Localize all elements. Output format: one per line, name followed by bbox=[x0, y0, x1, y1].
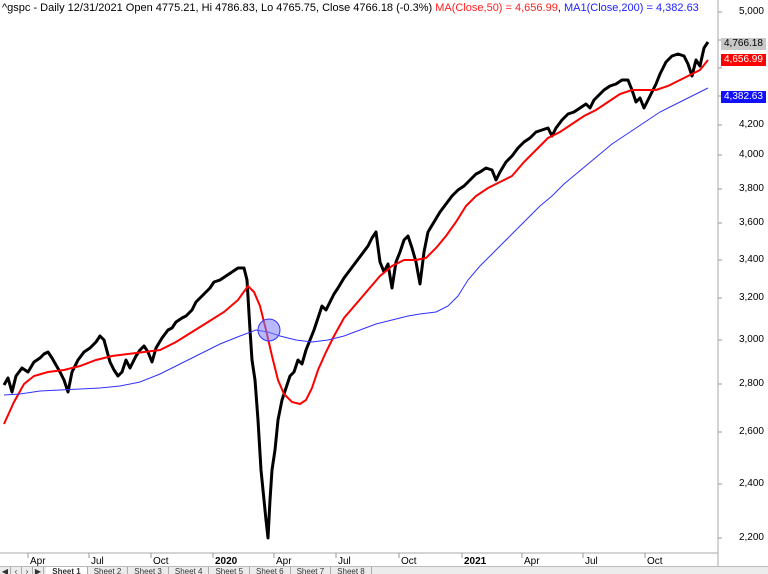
next-sheet-button[interactable]: › bbox=[22, 567, 33, 574]
x-label: Jul bbox=[585, 556, 598, 567]
y-label: 2,400 bbox=[738, 478, 764, 489]
prev-sheet-button[interactable]: ‹ bbox=[11, 567, 22, 574]
x-label: Apr bbox=[524, 556, 540, 567]
x-label-year: 2021 bbox=[464, 556, 487, 567]
ma200-legend: MA1(Close,200) = 4,382.63 bbox=[563, 2, 699, 14]
x-label: Oct bbox=[647, 556, 663, 567]
chart-title: ^gspc - Daily 12/31/2021 Open 4775.21, H… bbox=[2, 2, 699, 14]
tab-sheet-5[interactable]: Sheet 5 bbox=[209, 567, 251, 574]
tab-sheet-7[interactable]: Sheet 7 bbox=[291, 567, 332, 574]
x-label: Jul bbox=[91, 556, 104, 567]
symbol-ohlc-text: ^gspc - Daily 12/31/2021 Open 4775.21, H… bbox=[2, 2, 433, 14]
y-label: 2,800 bbox=[738, 378, 764, 389]
x-label: Apr bbox=[30, 556, 46, 567]
y-label: 2,600 bbox=[738, 426, 764, 437]
y-label: 5,000 bbox=[738, 6, 764, 17]
x-label: Jul bbox=[338, 556, 351, 567]
y-label: 3,800 bbox=[738, 183, 764, 194]
ma50-line bbox=[3, 59, 709, 425]
close-price-tag: 4,766.18 bbox=[721, 38, 766, 50]
ma200-price-tag: 4,382.63 bbox=[721, 91, 766, 103]
y-label: 2,200 bbox=[738, 532, 764, 543]
ma50-legend: MA(Close,50) = 4,656.99 bbox=[435, 2, 558, 14]
y-label: 4,000 bbox=[738, 149, 764, 160]
y-label: 3,000 bbox=[738, 334, 764, 345]
price-candles bbox=[2, 41, 710, 540]
tab-sheet-1[interactable]: Sheet 1 bbox=[46, 567, 88, 574]
x-label-year: 2020 bbox=[215, 556, 238, 567]
ma50-price-tag: 4,656.99 bbox=[721, 54, 766, 66]
x-label: Oct bbox=[401, 556, 417, 567]
tab-sheet-3[interactable]: Sheet 3 bbox=[128, 567, 169, 574]
ma200-line bbox=[3, 87, 709, 396]
tab-sheet-2[interactable]: Sheet 2 bbox=[88, 567, 129, 574]
tab-sheet-4[interactable]: Sheet 4 bbox=[169, 567, 210, 574]
first-sheet-button[interactable]: ◀ bbox=[0, 567, 11, 574]
y-label: 4,200 bbox=[738, 119, 764, 130]
y-label: 3,600 bbox=[738, 217, 764, 228]
y-label: 3,400 bbox=[738, 254, 764, 265]
tab-sheet-6[interactable]: Sheet 6 bbox=[250, 567, 291, 574]
x-label: Apr bbox=[276, 556, 292, 567]
x-ticks bbox=[27, 553, 646, 558]
crossover-highlight-circle bbox=[257, 318, 281, 342]
y-label: 3,200 bbox=[738, 292, 764, 303]
x-label: Oct bbox=[153, 556, 169, 567]
sheet-tab-bar: ◀ ‹ › ▶ Sheet 1 Sheet 2 Sheet 3 Sheet 4 Sheet 5… bbox=[0, 566, 768, 574]
tab-sheet-8[interactable]: Sheet 8 bbox=[331, 567, 372, 574]
